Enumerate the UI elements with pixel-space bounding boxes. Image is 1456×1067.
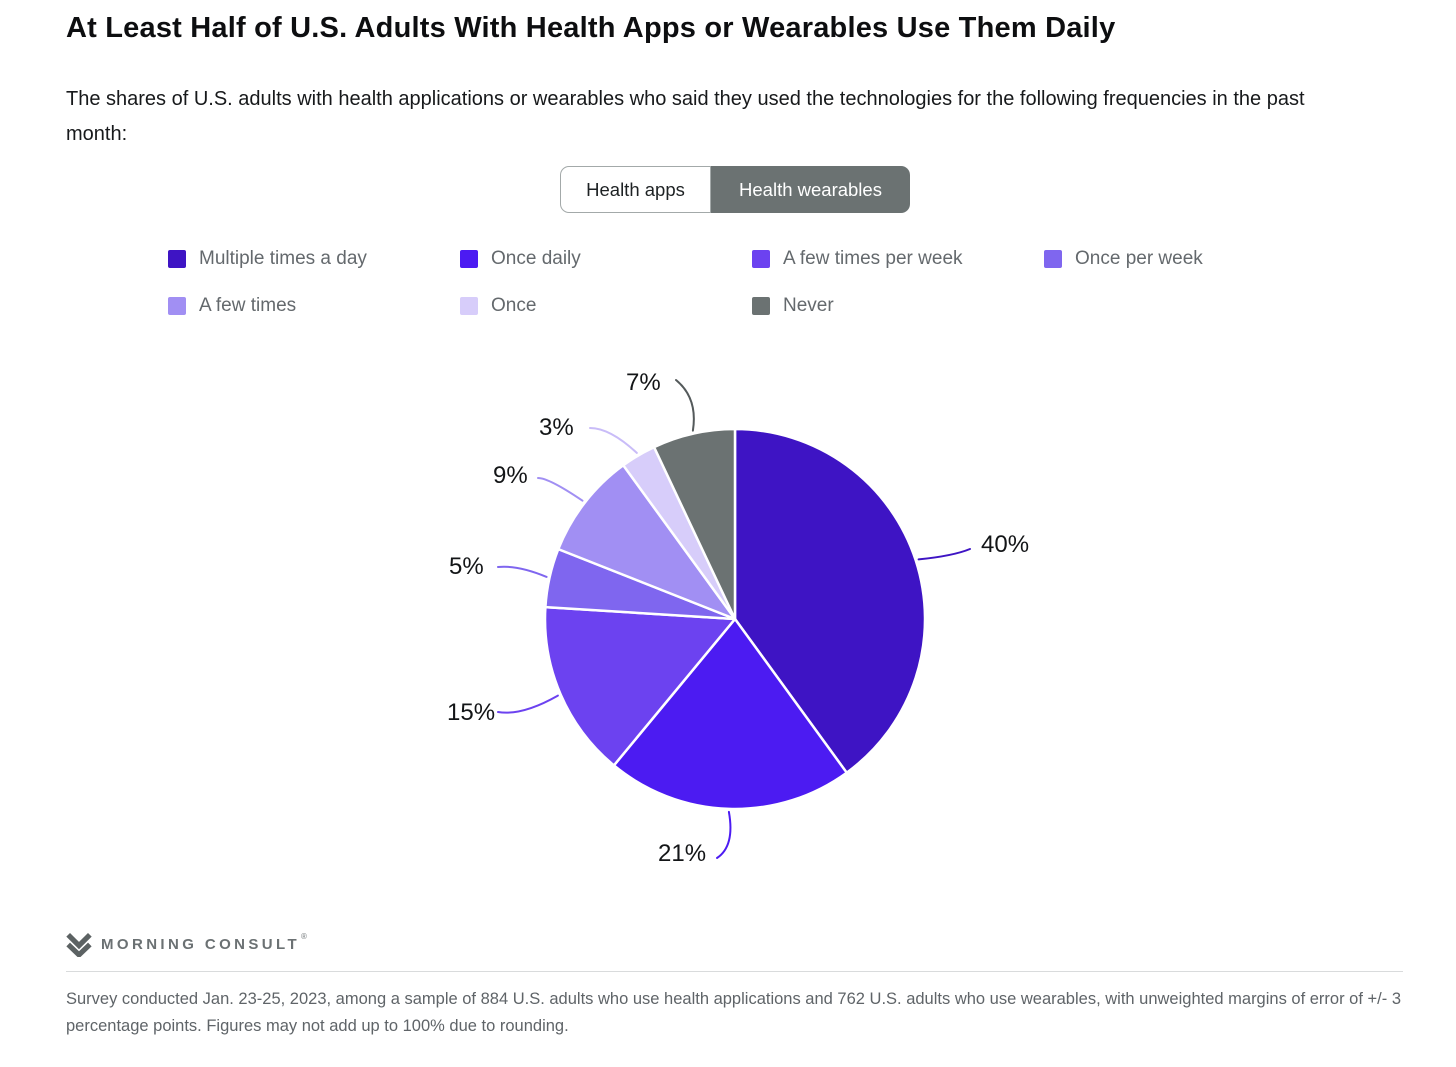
toggle-health-apps[interactable]: Health apps	[560, 166, 711, 213]
leader-line	[537, 477, 584, 502]
legend-swatch	[752, 297, 770, 315]
pie-slice[interactable]	[652, 427, 737, 621]
legend-item: A few times	[168, 295, 460, 317]
leader-line	[675, 379, 695, 432]
legend-swatch	[752, 250, 770, 268]
legend-item: Never	[752, 295, 1044, 317]
leader-line	[497, 694, 559, 714]
morning-consult-logo: MORNING CONSULT®	[66, 931, 309, 957]
legend-item: Multiple times a day	[168, 248, 460, 270]
survey-footnote: Survey conducted Jan. 23-25, 2023, among…	[66, 990, 1402, 1035]
registered-mark: ®	[301, 931, 311, 941]
footer-divider	[66, 971, 1403, 972]
pie-slice[interactable]	[612, 617, 848, 811]
leader-line	[917, 548, 971, 561]
dataset-toggle: Health apps Health wearables	[560, 166, 910, 213]
legend-item: Once per week	[1044, 248, 1336, 270]
legend-swatch	[168, 250, 186, 268]
legend-swatch	[460, 250, 478, 268]
slice-value-label: 9%	[493, 462, 528, 489]
slice-value-label: 40%	[981, 531, 1030, 558]
legend-label: A few times per week	[783, 248, 963, 269]
legend-label: Never	[783, 295, 834, 316]
pie-slice[interactable]	[733, 427, 927, 774]
slice-value-label: 21%	[658, 840, 707, 867]
slice-value-label: 7%	[626, 369, 661, 396]
legend-swatch	[168, 297, 186, 315]
page-title: At Least Half of U.S. Adults With Health…	[66, 12, 1116, 44]
morning-consult-logo-icon	[66, 931, 92, 957]
pie-slice[interactable]	[543, 605, 737, 767]
slice-value-label: 15%	[447, 699, 496, 726]
legend-label: Once daily	[491, 248, 581, 269]
slice-value-label: 5%	[449, 553, 484, 580]
chart-legend: Multiple times a day Once daily A few time…	[168, 248, 1336, 317]
leader-line	[716, 810, 732, 859]
pie-slice[interactable]	[557, 464, 737, 621]
leader-line	[497, 565, 548, 578]
toggle-health-wearables[interactable]: Health wearables	[711, 166, 910, 213]
slice-value-label: 3%	[539, 414, 574, 441]
legend-item: Once daily	[460, 248, 752, 270]
legend-label: Multiple times a day	[199, 248, 367, 269]
legend-item: A few times per week	[752, 248, 1044, 270]
legend-swatch	[1044, 250, 1062, 268]
legend-item: Once	[460, 295, 752, 317]
page-subtitle: The shares of U.S. adults with health ap…	[66, 88, 1305, 145]
legend-label: Once	[491, 295, 537, 316]
legend-label: A few times	[199, 295, 297, 316]
legend-label: Once per week	[1075, 248, 1203, 269]
leader-line	[589, 427, 638, 454]
logo-wordmark: MORNING CONSULT®	[101, 931, 311, 953]
legend-swatch	[460, 297, 478, 315]
